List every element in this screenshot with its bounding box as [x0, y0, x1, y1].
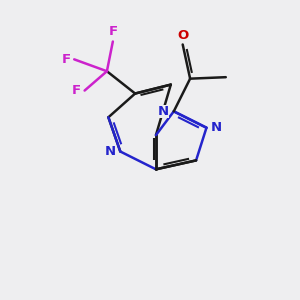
Text: N: N — [211, 121, 222, 134]
Text: F: F — [108, 25, 117, 38]
Text: F: F — [72, 84, 81, 97]
Text: F: F — [61, 53, 70, 66]
Text: N: N — [158, 105, 169, 118]
Text: N: N — [104, 145, 116, 158]
Text: O: O — [177, 28, 188, 41]
